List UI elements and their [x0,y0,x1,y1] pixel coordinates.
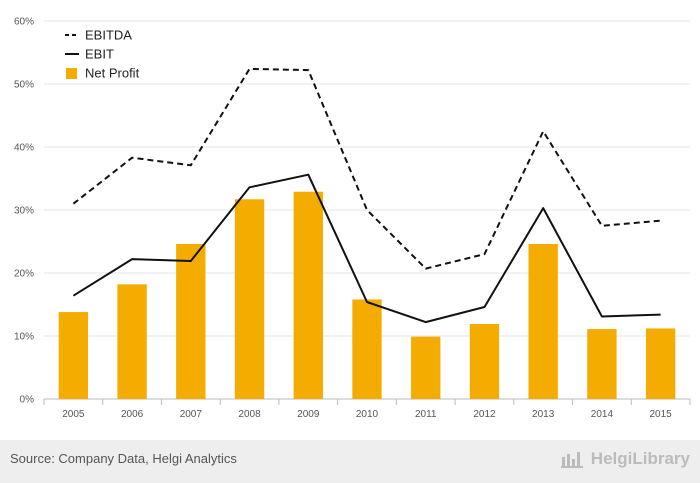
bar-net-profit [176,244,206,399]
bar-net-profit [587,329,617,399]
y-tick-label: 0% [20,395,35,406]
x-tick-label: 2009 [297,409,320,420]
source-text: Source: Company Data, Helgi Analytics [10,451,237,466]
legend-swatch-net-profit [66,68,77,79]
chart: 0% 10% 20% 30% 40% 50% 60% 2005 2006 2007 2008 2009… [14,17,691,420]
x-tick-label: 2011 [415,409,437,420]
x-tick-label: 2014 [591,409,614,420]
line-ebitda [72,67,661,270]
bar-net-profit [352,299,382,399]
x-tick-label: 2005 [62,409,85,420]
bar-net-profit [117,284,147,399]
library-icon [560,452,583,468]
bar-net-profit [58,312,89,399]
legend-label-ebitda: EBITDA [85,28,132,43]
legend-label-net-profit: Net Profit [85,66,140,81]
x-tick-label: 2013 [532,409,555,420]
bar-net-profit [234,199,265,399]
chart-area: 0% 10% 20% 30% 40% 50% 60% 2005 2006 2007 2008 2009… [14,17,691,420]
x-tick-label: 2006 [121,409,144,420]
y-tick-label: 20% [14,269,34,280]
legend: EBITDA EBIT Net Profit [65,28,140,81]
lines [72,67,661,324]
x-tick-label: 2015 [650,409,673,420]
y-tick-label: 60% [14,17,34,28]
x-tick-label: 2008 [238,409,261,420]
footer-bar: Source: Company Data, Helgi Analytics He… [0,440,700,483]
x-tick-label: 2007 [180,409,203,420]
brand-logo: HelgiLibrary [560,449,690,469]
axes: 0% 10% 20% 30% 40% 50% 60% 2005 2006 2007 2008 2009… [14,17,691,420]
bar-net-profit [645,328,676,399]
bar-net-profit [528,244,558,399]
line-ebit [72,173,661,324]
x-tick-label: 2012 [473,409,496,420]
y-tick-label: 40% [14,143,34,154]
gridlines [44,20,690,400]
legend-label-ebit: EBIT [85,47,114,62]
bar-net-profit [469,324,500,399]
y-tick-label: 50% [14,80,34,91]
bars [58,191,676,399]
y-tick-label: 30% [14,206,34,217]
brand-name: HelgiLibrary [590,449,690,468]
y-tick-label: 10% [14,332,34,343]
x-tick-label: 2010 [356,409,379,420]
bar-net-profit [411,336,441,399]
bar-net-profit [293,191,323,399]
